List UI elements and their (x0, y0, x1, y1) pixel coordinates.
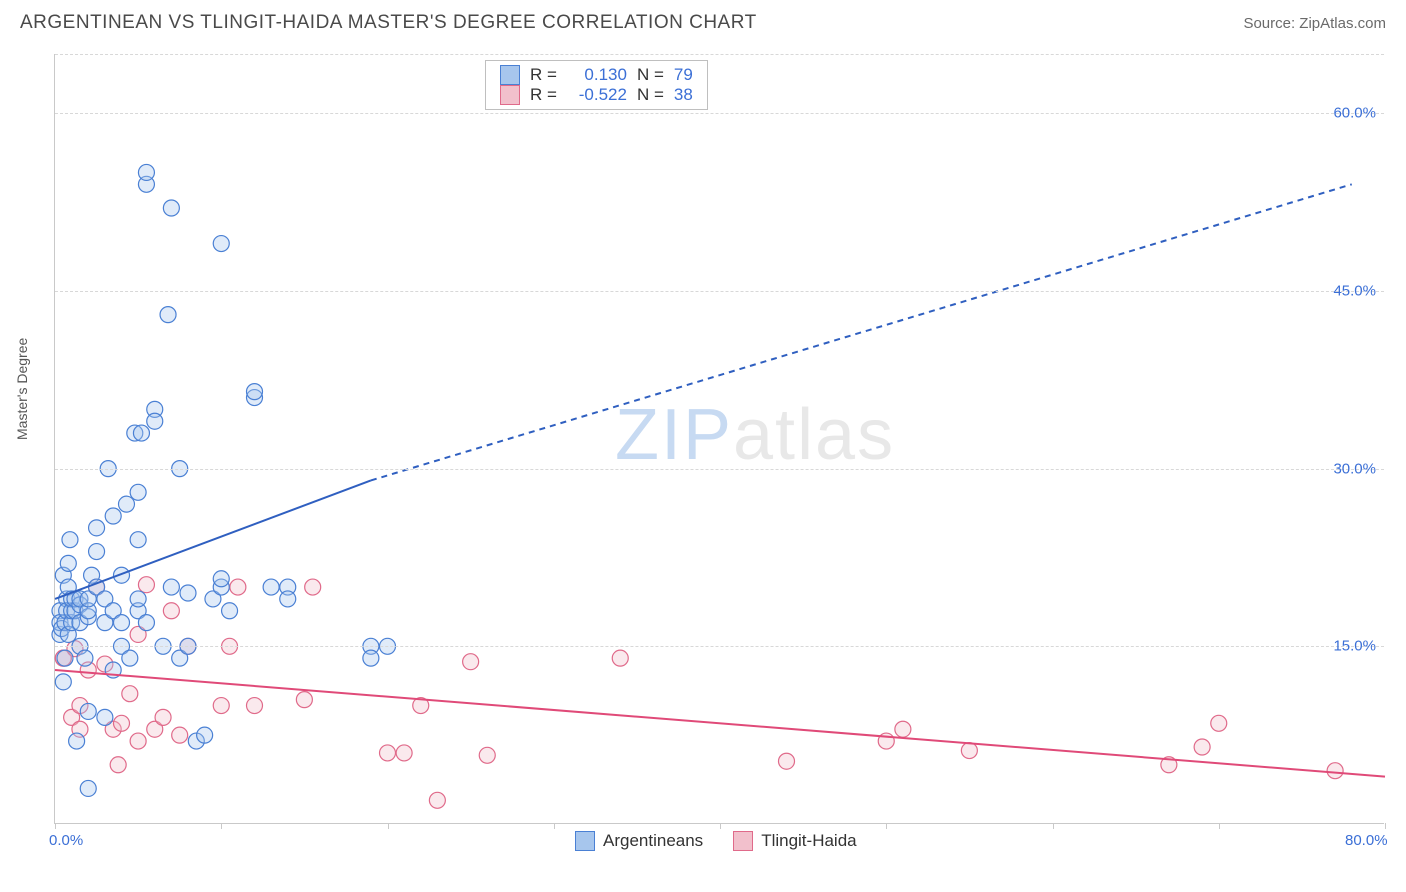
stat-row-series1: R = 0.130 N = 79 (500, 65, 693, 85)
r-value-series1: 0.130 (567, 65, 627, 85)
swatch-series2-icon (500, 85, 520, 105)
y-tick-label: 30.0% (1333, 460, 1376, 477)
chart-title: ARGENTINEAN VS TLINGIT-HAIDA MASTER'S DE… (20, 12, 757, 34)
x-tick (1385, 823, 1386, 829)
gridline (55, 646, 1384, 647)
swatch-series1-icon (500, 65, 520, 85)
source-label: Source: ZipAtlas.com (1243, 15, 1386, 32)
y-axis-label: Master's Degree (14, 338, 30, 440)
x-tick (1053, 823, 1054, 829)
legend-item-series2: Tlingit-Haida (733, 831, 856, 851)
x-tick (221, 823, 222, 829)
plot-area: ZIPatlas R = 0.130 N = 79 R = -0.522 N =… (54, 54, 1384, 824)
x-tick (720, 823, 721, 829)
x-tick (55, 823, 56, 829)
legend-swatch-series2-icon (733, 831, 753, 851)
scatter-chart (55, 54, 1385, 824)
x-tick (886, 823, 887, 829)
x-tick-label: 80.0% (1345, 832, 1388, 849)
legend-swatch-series1-icon (575, 831, 595, 851)
n-value-series2: 38 (674, 85, 693, 105)
legend-item-series1: Argentineans (575, 831, 703, 851)
n-value-series1: 79 (674, 65, 693, 85)
stat-row-series2: R = -0.522 N = 38 (500, 85, 693, 105)
y-tick-label: 45.0% (1333, 282, 1376, 299)
x-tick (388, 823, 389, 829)
gridline (55, 113, 1384, 114)
gridline (55, 291, 1384, 292)
y-tick-label: 15.0% (1333, 638, 1376, 655)
legend: Argentineans Tlingit-Haida (575, 831, 857, 851)
x-tick-label: 0.0% (49, 832, 83, 849)
x-tick (554, 823, 555, 829)
r-value-series2: -0.522 (567, 85, 627, 105)
gridline (55, 469, 1384, 470)
y-tick-label: 60.0% (1333, 105, 1376, 122)
x-tick (1219, 823, 1220, 829)
stat-box: R = 0.130 N = 79 R = -0.522 N = 38 (485, 60, 708, 110)
